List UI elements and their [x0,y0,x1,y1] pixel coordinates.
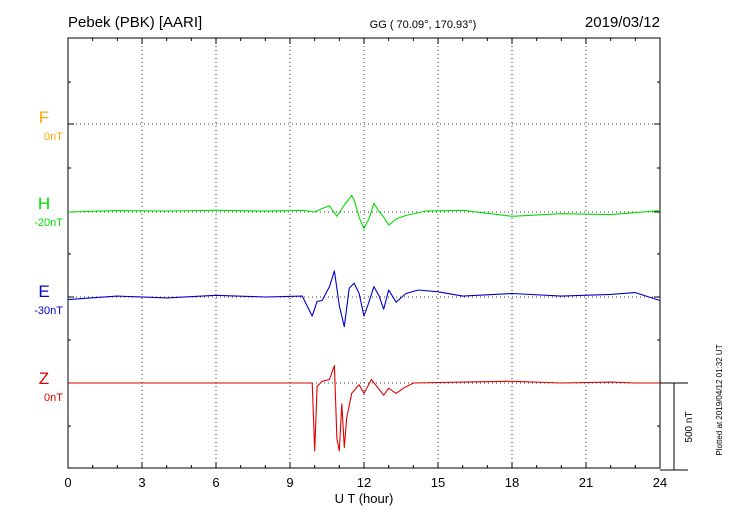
x-tick-label: 0 [64,475,71,490]
x-tick-label: 15 [431,475,445,490]
x-tick-label: 21 [579,475,593,490]
station-title: Pebek (PBK) [AARI] [68,14,202,31]
x-tick-label: 9 [286,475,293,490]
station-coordinates: GG ( 70.09°, 170.93°) [370,19,477,31]
channel-offset-e: -30nT [34,305,63,317]
x-tick-label: 18 [505,475,519,490]
x-tick-label: 6 [212,475,219,490]
channel-offset-z: 0nT [44,392,63,404]
scale-bar-label: 500 nT [684,411,695,442]
series-layer [67,194,661,452]
channel-offset-h: -20nT [34,217,63,229]
x-tick-label: 12 [357,475,371,490]
series-line-z [68,365,660,452]
x-tick-label: 3 [138,475,145,490]
chart-date: 2019/03/12 [585,14,660,31]
plotted-timestamp: Plotted at 2019/04/12 01:32 UT [715,344,724,455]
channel-offset-f: 0nT [44,131,63,143]
channel-label-f: F [39,108,49,127]
channel-labels: F 0nT H -20nT E -30nT Z 0nT [34,108,63,404]
series-line-e [67,270,661,328]
axis-ticks: 0 3 6 9 12 15 18 21 24 [64,38,667,490]
channel-label-z: Z [39,369,49,388]
channel-label-h: H [38,194,50,213]
scale-bar: 500 nT [660,382,695,471]
x-axis-label: U T (hour) [335,491,394,506]
series-line-h [67,194,661,230]
channel-label-e: E [38,282,49,301]
x-tick-label: 24 [653,475,667,490]
grid [68,38,660,468]
